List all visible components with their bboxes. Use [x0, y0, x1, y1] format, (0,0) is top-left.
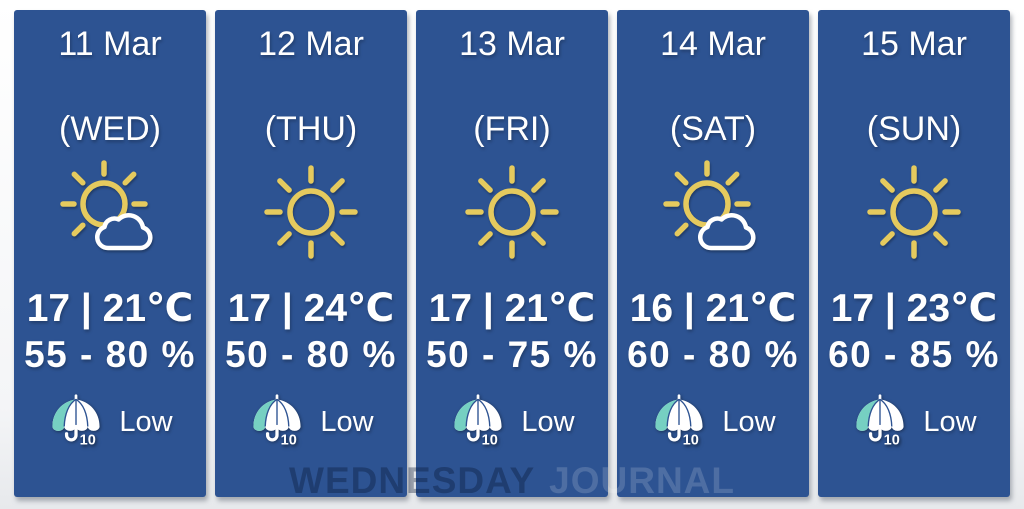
- cloud-shape: [698, 212, 756, 250]
- sun-cloud-icon: [60, 159, 153, 250]
- forecast-card: 14 Mar (SAT): [617, 10, 809, 497]
- umbrella-icon: 10: [52, 394, 100, 449]
- weather-icon-wrap: [259, 160, 363, 264]
- umbrella-badge: 10: [482, 433, 498, 449]
- forecast-card: 11 Mar (WED): [14, 10, 206, 497]
- weather-icon-wrap: [58, 159, 162, 264]
- umbrella-badge: 10: [281, 433, 297, 449]
- rain-level-label: Low: [119, 405, 173, 438]
- weather-icon-wrap: [460, 160, 564, 264]
- sun-icon: [465, 164, 559, 259]
- weekday-label: (WED): [59, 109, 161, 148]
- temperature-range: 17 | 21℃: [26, 286, 194, 330]
- temperature-range: 17 | 23℃: [830, 286, 998, 330]
- rain-level-label: Low: [320, 405, 374, 438]
- umbrella-badge: 10: [683, 433, 699, 449]
- rain-level-label: Low: [521, 405, 575, 438]
- humidity-range: 50 - 75 %: [426, 334, 598, 376]
- umbrella-badge: 10: [884, 433, 900, 449]
- precipitation-row: 10 Low: [851, 391, 977, 453]
- umbrella-teal-segment: [253, 399, 278, 431]
- umbrella-icon: 10: [856, 394, 904, 449]
- weather-icon-wrap: [862, 160, 966, 264]
- sun-icon: [264, 164, 358, 259]
- precipitation-row: 10 Low: [47, 391, 173, 453]
- rain-level-label: Low: [923, 405, 977, 438]
- temperature-range: 16 | 21℃: [629, 286, 797, 330]
- date-label: 13 Mar: [459, 25, 565, 63]
- sun-cloud-icon: [663, 159, 756, 250]
- humidity-range: 60 - 85 %: [828, 334, 1000, 376]
- date-label: 14 Mar: [660, 25, 766, 63]
- forecast-card: 13 Mar (FRI): [416, 10, 608, 497]
- sun-icon: [867, 164, 961, 259]
- humidity-range: 55 - 80 %: [24, 334, 196, 376]
- precipitation-row: 10 Low: [449, 391, 575, 453]
- umbrella-icon: 10: [454, 394, 502, 449]
- humidity-range: 50 - 80 %: [225, 334, 397, 376]
- cloud-shape: [95, 212, 153, 250]
- umbrella-teal-segment: [856, 399, 881, 431]
- forecast-card: 12 Mar (THU): [215, 10, 407, 497]
- precipitation-row: 10 Low: [650, 391, 776, 453]
- umbrella-teal-segment: [52, 399, 77, 431]
- weekday-label: (THU): [264, 109, 358, 148]
- umbrella-badge: 10: [80, 433, 96, 449]
- umbrella-icon: 10: [253, 394, 301, 449]
- forecast-card: 15 Mar (SUN): [818, 10, 1010, 497]
- date-label: 12 Mar: [258, 25, 364, 63]
- weekday-label: (SUN): [866, 109, 962, 148]
- forecast-row: 11 Mar (WED): [14, 10, 1010, 497]
- temperature-range: 17 | 24℃: [227, 286, 395, 330]
- weekday-label: (FRI): [473, 109, 551, 148]
- date-label: 11 Mar: [58, 25, 162, 63]
- umbrella-icon: 10: [655, 394, 703, 449]
- weather-icon-wrap: [661, 159, 765, 264]
- temperature-range: 17 | 21℃: [428, 286, 596, 330]
- weekday-label: (SAT): [669, 109, 757, 148]
- umbrella-teal-segment: [454, 399, 479, 431]
- precipitation-row: 10 Low: [248, 391, 374, 453]
- humidity-range: 60 - 80 %: [627, 334, 799, 376]
- date-label: 15 Mar: [861, 25, 967, 63]
- umbrella-teal-segment: [655, 399, 680, 431]
- rain-level-label: Low: [722, 405, 776, 438]
